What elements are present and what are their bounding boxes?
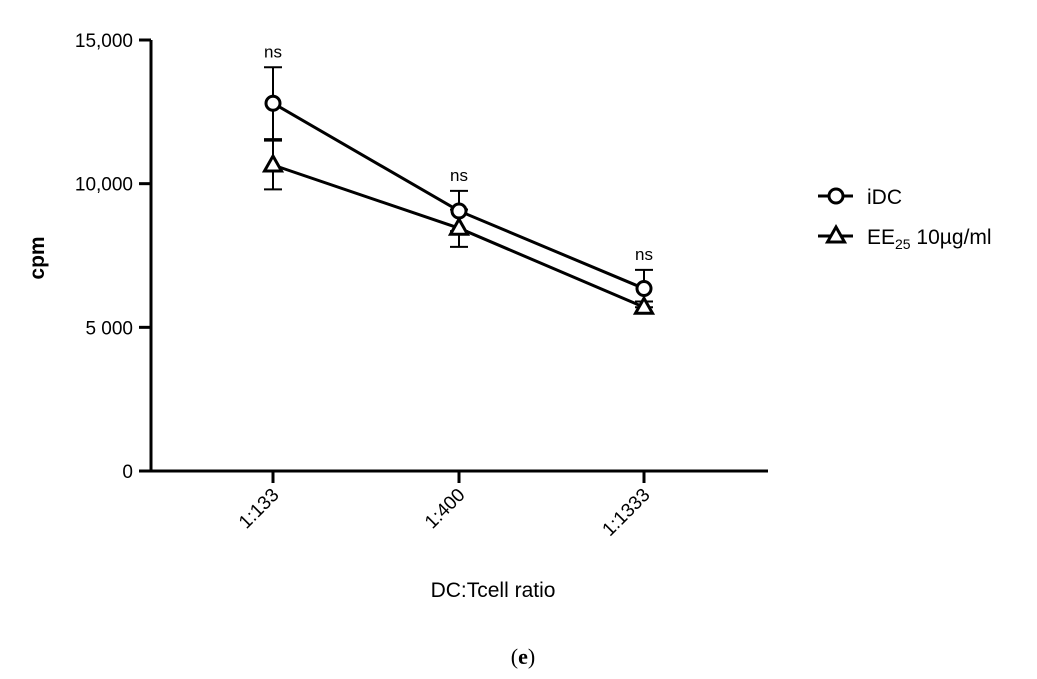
caption-open-paren: ( (511, 644, 518, 669)
figure-caption: (e) (511, 644, 535, 669)
legend-label-ee25-sub: 25 (895, 236, 911, 252)
y-tick-label-3: 15,000 (75, 31, 133, 52)
y-tick-label-1: 5 000 (85, 318, 133, 339)
y-axis-label: cpm (26, 236, 49, 279)
x-ticks: 1:133 1:400 1:1333 (235, 471, 655, 541)
caption-close-paren: ) (528, 644, 535, 669)
legend-label-ee25-main: EE (867, 226, 895, 249)
x-tick-label-0: 1:133 (235, 485, 283, 533)
marker-triangle-1-0 (261, 152, 285, 173)
x-axis-label: DC:Tcell ratio (431, 579, 556, 602)
legend-label-idc: iDC (867, 186, 902, 209)
caption-letter: e (518, 644, 528, 669)
significance-label-1: ns (450, 166, 468, 185)
legend-item-idc: iDC (818, 186, 902, 209)
significance-label-2: ns (635, 245, 653, 264)
error-bars (264, 66, 653, 314)
marker-circle-0-1 (450, 202, 468, 220)
legend-marker-idc (827, 187, 845, 205)
markers (261, 94, 656, 315)
marker-circle-0-0 (264, 94, 282, 112)
marker-triangle-1-2 (632, 295, 656, 315)
y-ticks: 0 5 000 10,000 15,000 (75, 31, 151, 483)
marker-triangle-1-1 (447, 216, 471, 236)
y-tick-label-0: 0 (122, 462, 133, 483)
legend-label-ee25: EE25 10µg/ml (867, 226, 992, 252)
x-tick-label-1: 1:400 (421, 485, 469, 533)
legend-label-ee25-rest: 10µg/ml (911, 226, 992, 249)
annotations: ns ns ns (264, 42, 653, 264)
axes (149, 40, 768, 473)
legend-marker-ee25 (824, 223, 848, 244)
marker-circle-0-2 (635, 280, 653, 298)
legend: iDC EE25 10µg/ml (818, 186, 992, 252)
legend-item-ee25: EE25 10µg/ml (818, 223, 992, 252)
significance-label-0: ns (264, 42, 282, 61)
y-tick-label-2: 10,000 (75, 175, 133, 196)
x-tick-label-2: 1:1333 (599, 485, 655, 541)
